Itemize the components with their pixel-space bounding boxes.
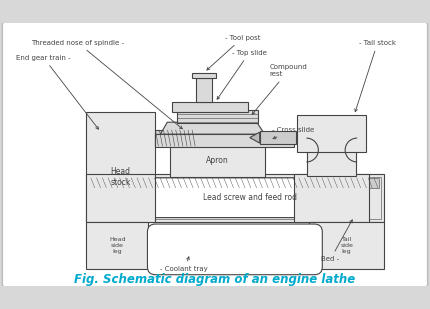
Bar xyxy=(172,102,248,112)
Text: - Coolant tray: - Coolant tray xyxy=(160,257,208,272)
FancyBboxPatch shape xyxy=(147,224,322,275)
Text: Tail
side
leg: Tail side leg xyxy=(340,237,353,254)
Bar xyxy=(86,112,155,222)
Bar xyxy=(177,110,258,123)
Bar xyxy=(307,150,356,176)
Text: - Cross slide: - Cross slide xyxy=(272,127,314,139)
FancyBboxPatch shape xyxy=(148,178,351,218)
Polygon shape xyxy=(160,122,265,134)
Bar xyxy=(155,130,195,146)
Bar xyxy=(310,222,384,269)
Text: Threaded nose of spindle -: Threaded nose of spindle - xyxy=(31,40,182,129)
Text: - Top slide: - Top slide xyxy=(217,50,267,99)
FancyBboxPatch shape xyxy=(3,22,427,287)
Bar xyxy=(170,144,265,177)
Text: Bed -: Bed - xyxy=(321,220,352,262)
Bar xyxy=(298,115,366,152)
Bar xyxy=(155,134,295,147)
Text: Lead screw and feed rod: Lead screw and feed rod xyxy=(203,193,297,202)
Bar xyxy=(89,177,381,218)
Bar xyxy=(192,73,216,78)
Text: Apron: Apron xyxy=(206,156,229,165)
Bar xyxy=(260,131,296,144)
Bar xyxy=(295,174,369,222)
Text: Head
side
leg: Head side leg xyxy=(109,237,126,254)
Bar xyxy=(196,78,212,102)
Polygon shape xyxy=(250,132,260,143)
Bar xyxy=(86,222,148,269)
Text: - Tail stock: - Tail stock xyxy=(355,40,396,112)
Bar xyxy=(86,174,384,222)
Polygon shape xyxy=(195,131,207,145)
Text: Compound
rest: Compound rest xyxy=(252,64,307,114)
Bar xyxy=(91,178,379,188)
Text: Head
stock: Head stock xyxy=(111,167,131,187)
Text: - Tool post: - Tool post xyxy=(207,35,261,70)
Text: End gear train -: End gear train - xyxy=(16,55,98,129)
Text: Fig. Schematic diagram of an engine lathe: Fig. Schematic diagram of an engine lath… xyxy=(74,273,356,286)
